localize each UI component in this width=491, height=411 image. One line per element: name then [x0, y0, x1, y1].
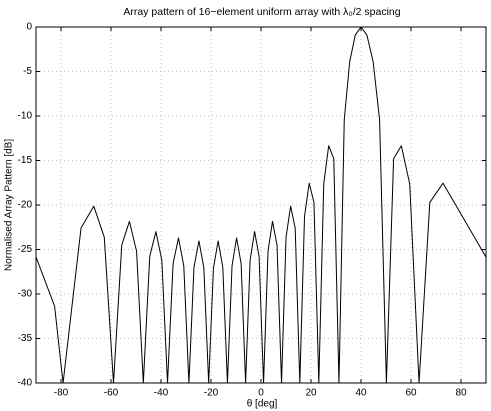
x-axis-label: θ [deg]: [247, 399, 278, 410]
y-tick-label: -5: [23, 66, 32, 77]
y-tick-label: -10: [18, 111, 33, 122]
x-tick-label: -20: [204, 388, 219, 399]
plot-frame: [35, 26, 487, 384]
y-tick-label: -20: [18, 200, 33, 211]
x-tick-label: 40: [355, 388, 367, 399]
y-tick-label: -35: [18, 333, 33, 344]
x-tick-label: -40: [154, 388, 169, 399]
chart-title: Array pattern of 16−element uniform arra…: [123, 6, 400, 18]
x-tick-label: 0: [258, 388, 264, 399]
x-tick-label: -80: [54, 388, 69, 399]
y-tick-label: -15: [18, 155, 33, 166]
y-tick-label: -25: [18, 244, 33, 255]
y-tick-label: -30: [18, 289, 33, 300]
pattern-line: [36, 27, 486, 383]
y-tick-label: 0: [26, 22, 32, 33]
x-tick-label: 20: [305, 388, 317, 399]
y-axis-label: Normalised Array Pattern [dB]: [4, 139, 15, 271]
x-tick-label: 80: [455, 388, 467, 399]
x-tick-label: 60: [405, 388, 417, 399]
x-tick-label: -60: [104, 388, 119, 399]
y-tick-label: -40: [18, 378, 33, 389]
